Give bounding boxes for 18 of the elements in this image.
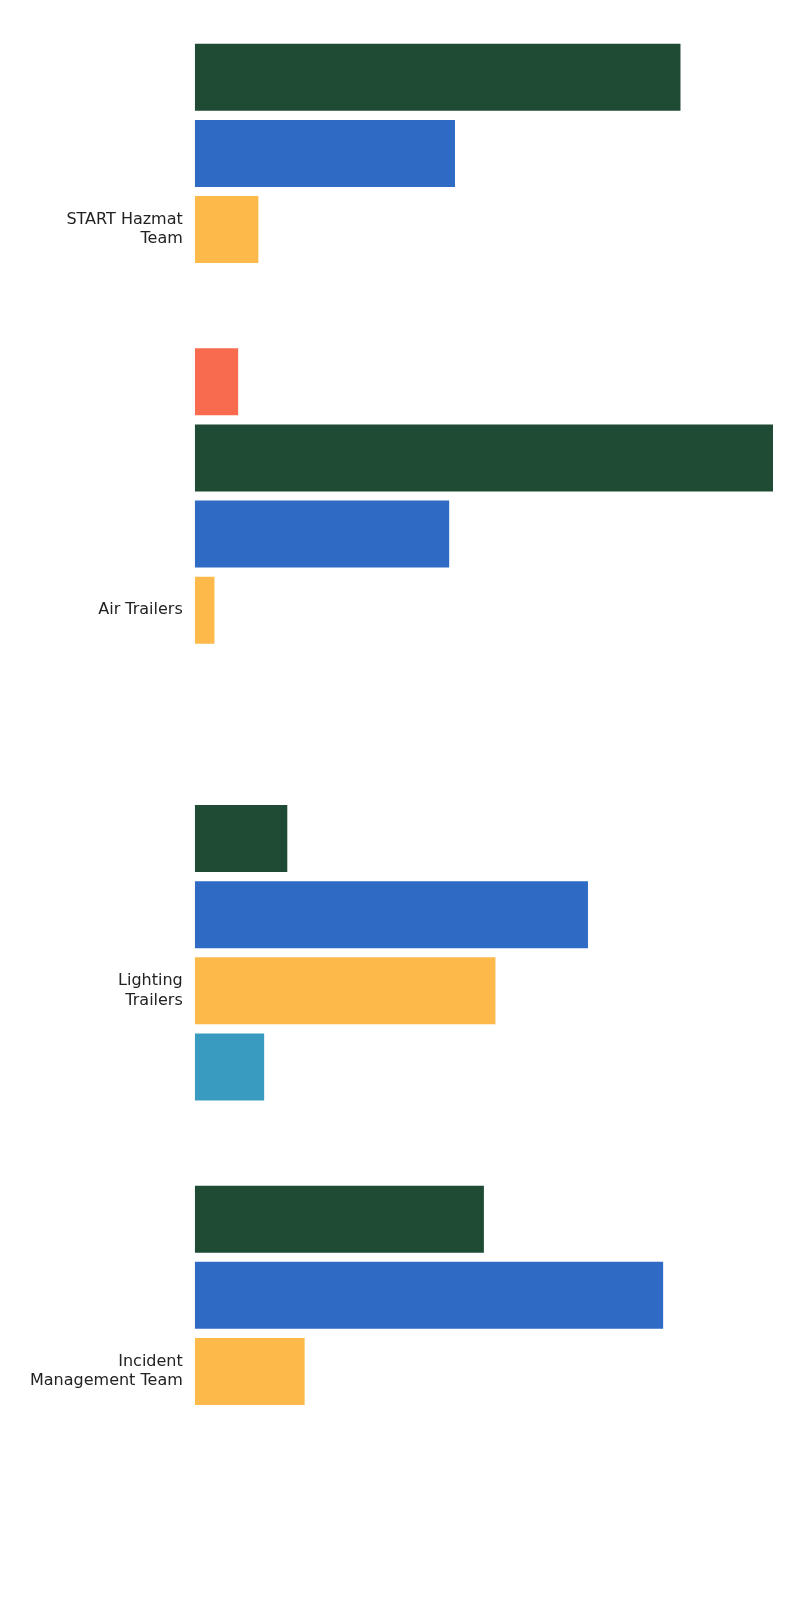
y-tick-label: START Hazmat Team <box>66 209 183 248</box>
bar <box>194 1261 664 1329</box>
bar <box>194 1185 484 1253</box>
bar <box>194 424 773 492</box>
bar <box>194 1033 265 1101</box>
y-tick-label: Incident Management Team <box>29 1351 183 1390</box>
bar <box>194 348 239 416</box>
bar <box>194 576 215 644</box>
bar <box>194 43 681 111</box>
bar <box>194 196 259 264</box>
bar <box>194 1337 305 1405</box>
bar <box>194 957 496 1025</box>
bar <box>194 119 455 187</box>
bar <box>194 881 588 949</box>
y-tick-label: Air Trailers <box>98 599 183 619</box>
bar <box>194 500 450 568</box>
bar <box>194 805 288 873</box>
y-tick-label: Lighting Trailers <box>118 970 183 1009</box>
